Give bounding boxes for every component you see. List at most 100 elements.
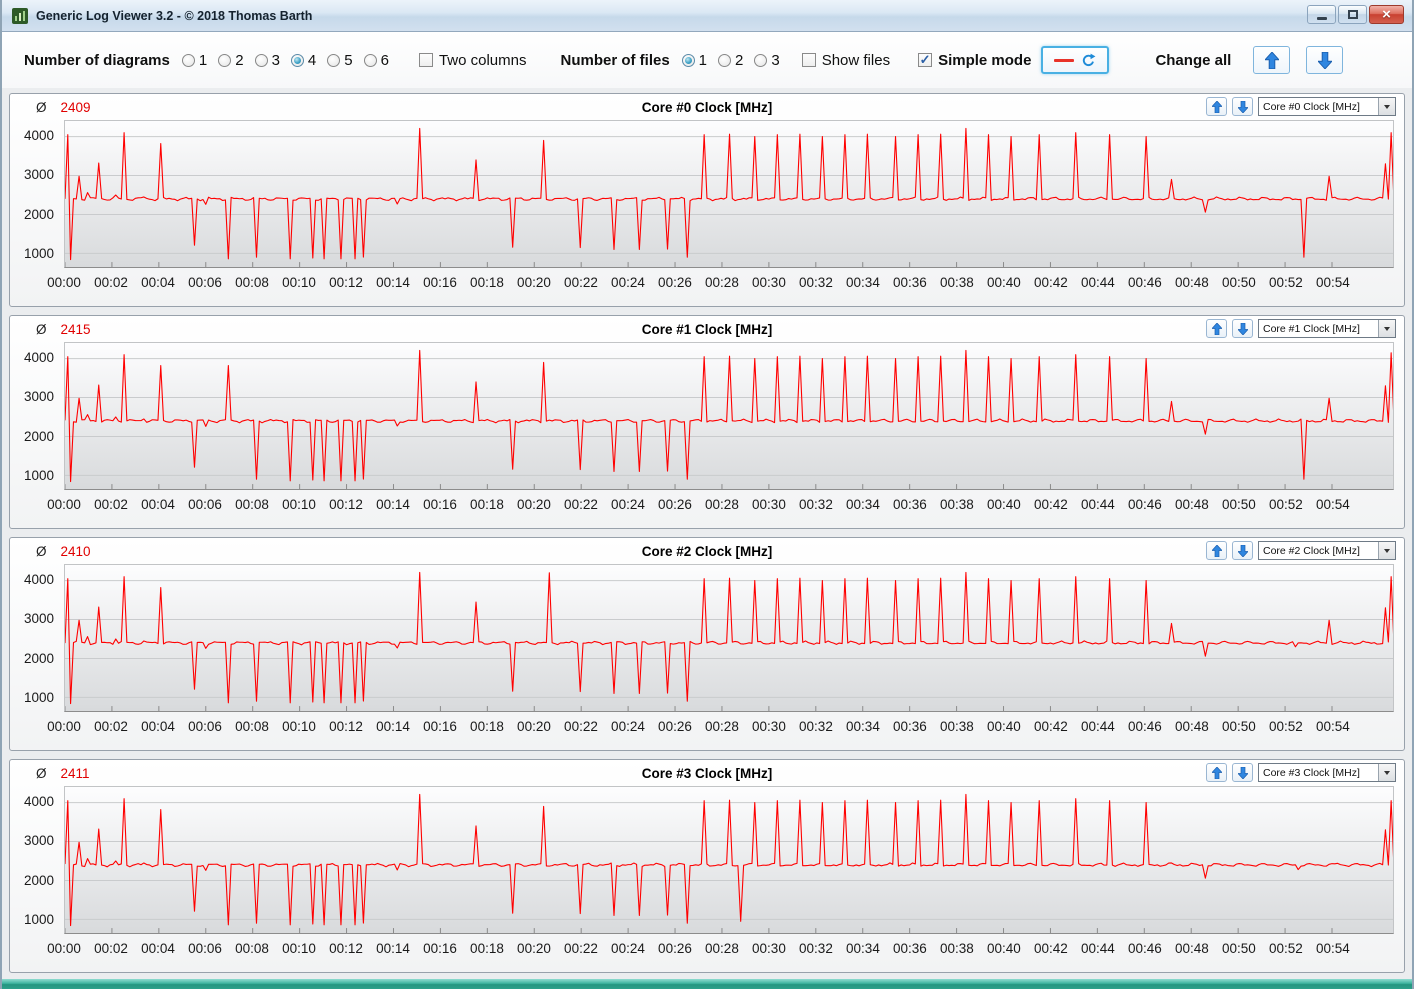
channel-select[interactable]: Core #3 Clock [MHz] <box>1258 763 1396 782</box>
panel-move-down-button[interactable] <box>1232 541 1253 560</box>
panel-move-down-button[interactable] <box>1232 319 1253 338</box>
close-button[interactable]: × <box>1369 5 1404 24</box>
channel-select[interactable]: Core #0 Clock [MHz] <box>1258 97 1396 116</box>
x-tick-label: 00:46 <box>1128 941 1162 956</box>
arrow-down-icon <box>1237 766 1248 779</box>
x-tick-label: 00:22 <box>564 275 598 290</box>
x-tick-label: 00:24 <box>611 275 645 290</box>
y-tick-label: 2000 <box>23 206 54 222</box>
y-tick-label: 4000 <box>23 127 54 143</box>
radio-circle[interactable] <box>254 53 268 67</box>
radio-option-6[interactable]: 6 <box>363 52 389 69</box>
average-symbol: Ø <box>36 766 47 781</box>
channel-select[interactable]: Core #1 Clock [MHz] <box>1258 319 1396 338</box>
chevron-down-icon[interactable] <box>1378 764 1395 781</box>
arrow-down-icon <box>1317 51 1332 69</box>
average-value: 2415 <box>60 322 91 337</box>
average-readout: Ø 2415 <box>36 322 91 337</box>
x-tick-label: 00:36 <box>893 275 927 290</box>
minimize-button[interactable] <box>1307 5 1336 24</box>
x-tick-label: 00:18 <box>470 275 504 290</box>
two-columns-checkbox[interactable]: ✓ Two columns <box>418 52 526 69</box>
x-tick-label: 00:20 <box>517 941 551 956</box>
x-tick-label: 00:12 <box>329 497 363 512</box>
radio-label: 3 <box>771 51 780 69</box>
radio-circle[interactable] <box>290 53 304 67</box>
radio-option-2[interactable]: 2 <box>218 51 244 69</box>
radio-label: 5 <box>344 51 353 69</box>
maximize-button[interactable] <box>1338 5 1367 24</box>
checkbox-box[interactable]: ✓ <box>918 53 933 67</box>
panel-move-up-button[interactable] <box>1206 319 1227 338</box>
radio-option-3[interactable]: 3 <box>754 51 780 69</box>
plot-area <box>64 120 1394 268</box>
panel-controls: Core #3 Clock [MHz] <box>1206 763 1396 782</box>
radio-circle[interactable] <box>327 53 341 67</box>
show-files-checkbox[interactable]: ✓ Show files <box>801 52 890 69</box>
chevron-down-icon[interactable] <box>1378 320 1395 337</box>
panel-move-up-button[interactable] <box>1206 97 1227 116</box>
x-tick-label: 00:00 <box>47 497 81 512</box>
radio-option-1[interactable]: 1 <box>181 52 207 69</box>
radio-label: 2 <box>235 51 244 69</box>
change-all-up-button[interactable] <box>1253 46 1291 74</box>
x-tick-label: 00:54 <box>1315 275 1350 290</box>
chevron-down-icon[interactable] <box>1378 98 1395 115</box>
simple-mode-checkbox[interactable]: ✓ Simple mode <box>918 52 1031 69</box>
line-style-refresh-button[interactable] <box>1041 46 1110 74</box>
plot-area <box>64 564 1394 712</box>
x-tick-label: 00:38 <box>940 941 974 956</box>
average-symbol: Ø <box>36 322 47 337</box>
x-tick-label: 00:16 <box>423 719 457 734</box>
radio-option-5[interactable]: 5 <box>327 51 353 69</box>
x-tick-label: 00:32 <box>799 941 833 956</box>
x-tick-label: 00:00 <box>47 941 81 956</box>
x-tick-label: 00:16 <box>423 497 457 512</box>
x-tick-label: 00:08 <box>235 497 269 512</box>
x-tick-label: 00:44 <box>1081 497 1115 512</box>
panel-move-up-button[interactable] <box>1206 763 1227 782</box>
change-all-down-button[interactable] <box>1306 46 1344 74</box>
panel-move-down-button[interactable] <box>1232 763 1253 782</box>
x-tick-label: 00:02 <box>94 719 128 734</box>
x-tick-label: 00:34 <box>846 719 880 734</box>
radio-circle[interactable] <box>754 53 768 67</box>
x-tick-label: 00:34 <box>846 275 880 290</box>
y-tick-label: 1000 <box>23 468 54 484</box>
x-tick-label: 00:36 <box>893 497 927 512</box>
radio-circle[interactable] <box>363 53 377 67</box>
radio-circle[interactable] <box>681 53 695 67</box>
y-tick-label: 4000 <box>23 793 54 809</box>
panel-move-down-button[interactable] <box>1232 97 1253 116</box>
x-tick-label: 00:48 <box>1175 941 1209 956</box>
x-tick-label: 00:46 <box>1128 719 1162 734</box>
title-bar[interactable]: Generic Log Viewer 3.2 - © 2018 Thomas B… <box>2 0 1412 32</box>
panel-controls: Core #1 Clock [MHz] <box>1206 319 1396 338</box>
panel-title: Core #2 Clock [MHz] <box>641 544 773 559</box>
checkbox-box[interactable]: ✓ <box>418 53 433 67</box>
x-tick-label: 00:40 <box>987 497 1021 512</box>
radio-circle[interactable] <box>181 53 195 67</box>
x-tick-label: 00:22 <box>564 941 598 956</box>
radio-option-4[interactable]: 4 <box>290 52 316 69</box>
checkbox-box[interactable]: ✓ <box>801 53 816 67</box>
radio-circle[interactable] <box>218 53 232 67</box>
x-tick-label: 00:46 <box>1128 275 1162 290</box>
arrow-up-icon <box>1211 100 1222 113</box>
x-tick-label: 00:30 <box>752 275 786 290</box>
channel-select[interactable]: Core #2 Clock [MHz] <box>1258 541 1396 560</box>
x-tick-label: 00:26 <box>658 275 692 290</box>
arrow-up-icon <box>1211 544 1222 557</box>
radio-option-2[interactable]: 2 <box>718 52 743 69</box>
panel-move-up-button[interactable] <box>1206 541 1227 560</box>
radio-option-3[interactable]: 3 <box>254 52 280 69</box>
channel-select-value: Core #0 Clock [MHz] <box>1263 100 1360 113</box>
chart-panel: Ø 2410 Core #2 Clock [MHz] Core #2 Clock… <box>9 537 1405 751</box>
chevron-down-icon[interactable] <box>1378 542 1395 559</box>
x-tick-label: 00:38 <box>940 275 974 290</box>
radio-option-1[interactable]: 1 <box>681 52 707 69</box>
x-tick-label: 00:24 <box>611 719 645 734</box>
radio-circle[interactable] <box>718 53 732 67</box>
x-tick-label: 00:10 <box>282 941 316 956</box>
x-axis-labels: 00:00 00:02 00:04 00:06 00:08 00:10 00:12 00:14… <box>47 495 1394 513</box>
